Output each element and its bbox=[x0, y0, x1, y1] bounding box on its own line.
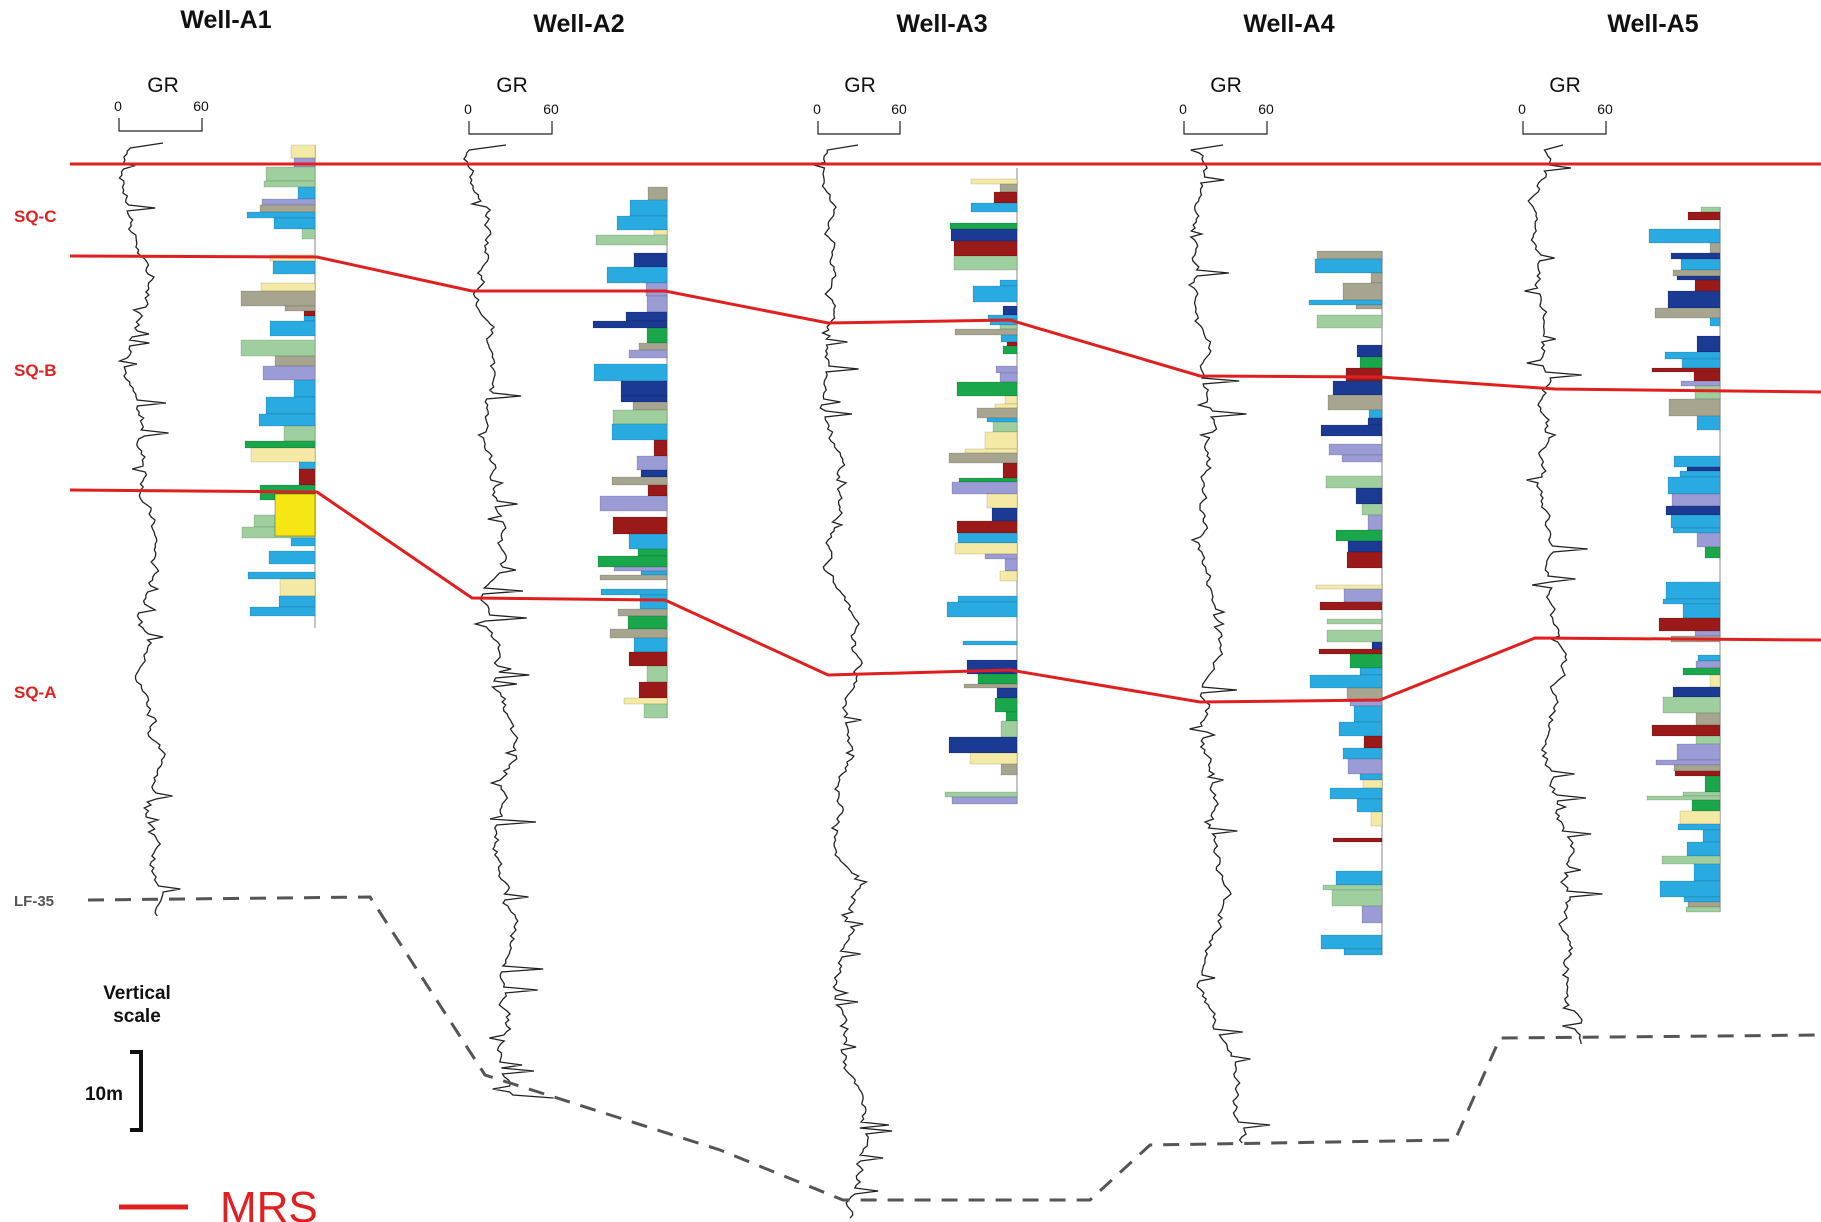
gr-scale-max: 60 bbox=[193, 98, 209, 114]
sequence-label-sq-c: SQ-C bbox=[14, 207, 57, 226]
lithology-column-well-a5 bbox=[1646, 206, 1721, 913]
vertical-scale-value: 10m bbox=[85, 1084, 123, 1105]
lithology-column-well-a1 bbox=[240, 144, 316, 628]
mrs-line-sq-b-base bbox=[69, 488, 1821, 704]
gr-scale-a2: GR 0 60 bbox=[464, 74, 559, 135]
vertical-scale: Vertical scale 10m bbox=[85, 983, 171, 1132]
well-title-a2: Well-A2 bbox=[533, 10, 624, 38]
lithology-column-well-a2 bbox=[592, 186, 668, 719]
well-title-a1: Well-A1 bbox=[180, 6, 271, 34]
vertical-scale-title-line1: Vertical bbox=[103, 983, 171, 1004]
legend: MRS bbox=[119, 1183, 318, 1222]
lithology-column-well-a4 bbox=[1308, 250, 1383, 956]
lf-35-datum-line bbox=[87, 895, 1821, 1202]
gr-label: GR bbox=[1549, 74, 1581, 97]
gr-scale-max: 60 bbox=[891, 101, 907, 117]
gr-scale-min: 0 bbox=[1179, 101, 1187, 117]
gr-scale-a1: GR 0 60 bbox=[114, 74, 209, 132]
vertical-scale-bar bbox=[130, 1050, 143, 1132]
gr-scale-a4: GR 0 60 bbox=[1179, 74, 1274, 135]
gr-scale-max: 60 bbox=[1597, 101, 1613, 117]
gr-label: GR bbox=[844, 74, 876, 97]
gr-scale-min: 0 bbox=[114, 98, 122, 114]
gr-curve-well-a1 bbox=[117, 142, 181, 917]
gr-label: GR bbox=[147, 74, 179, 97]
well-title-a3: Well-A3 bbox=[896, 10, 987, 38]
gr-scale-min: 0 bbox=[464, 101, 472, 117]
gr-curve-well-a2 bbox=[463, 144, 554, 1099]
gr-scale-max: 60 bbox=[1258, 101, 1274, 117]
mrs-lines bbox=[69, 162, 1821, 704]
gr-scale-max: 60 bbox=[543, 101, 559, 117]
gr-scale-a5: GR 0 60 bbox=[1518, 74, 1613, 135]
gr-curve-well-a3 bbox=[811, 144, 893, 1219]
lithology-columns bbox=[240, 144, 1721, 956]
yellow-sandstone-block bbox=[274, 493, 316, 537]
well-title-a4: Well-A4 bbox=[1243, 10, 1334, 38]
gr-curve-well-a4 bbox=[1187, 144, 1271, 1144]
lithology-column-well-a3 bbox=[944, 168, 1018, 805]
datum-label: LF-35 bbox=[14, 893, 54, 910]
mrs-line-sq-c-base bbox=[69, 254, 1821, 394]
gr-scale-min: 0 bbox=[813, 101, 821, 117]
gr-label: GR bbox=[496, 74, 528, 97]
sequence-label-sq-b: SQ-B bbox=[14, 361, 57, 380]
gr-scale-a3: GR 0 60 bbox=[813, 74, 907, 135]
sequence-label-sq-a: SQ-A bbox=[14, 683, 57, 702]
gr-curve-well-a5 bbox=[1524, 144, 1603, 1045]
gr-label: GR bbox=[1210, 74, 1242, 97]
well-title-a5: Well-A5 bbox=[1607, 10, 1698, 38]
legend-mrs-label: MRS bbox=[220, 1183, 318, 1222]
gr-log-curves bbox=[117, 142, 1603, 1219]
gr-scale-min: 0 bbox=[1518, 101, 1526, 117]
vertical-scale-title-line2: scale bbox=[113, 1006, 161, 1027]
